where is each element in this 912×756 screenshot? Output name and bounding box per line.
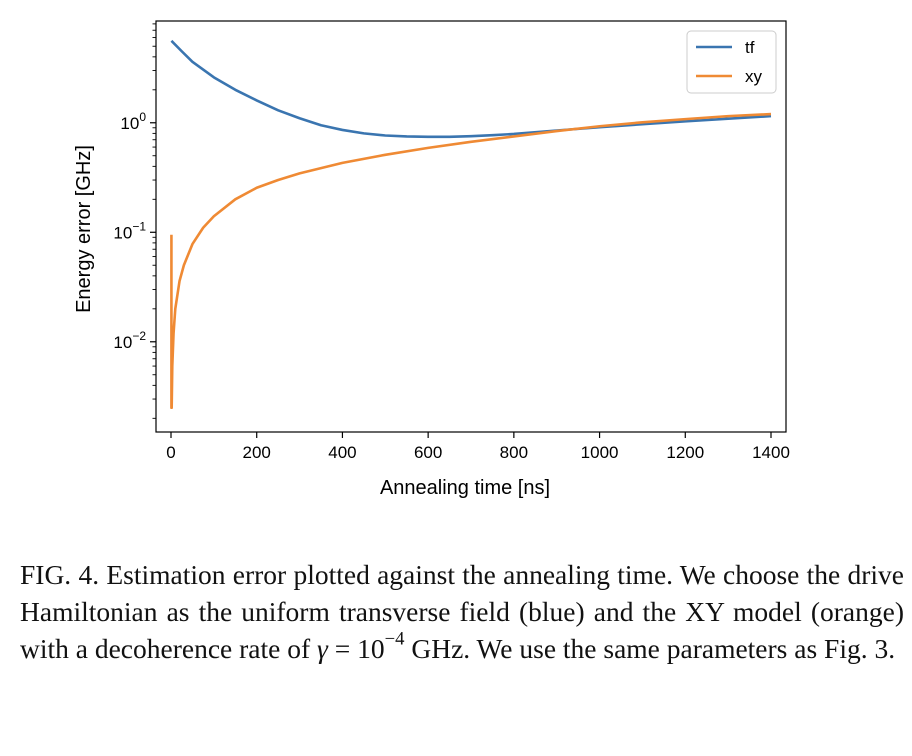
caption-text: FIG. 4. Estimation error plotted against…: [20, 559, 904, 664]
legend: tf xy: [686, 30, 777, 94]
x-tick-label: 1400: [752, 443, 790, 462]
legend-label-xy: xy: [745, 67, 763, 86]
x-tick-label: 800: [500, 443, 528, 462]
x-tick-label: 0: [166, 443, 175, 462]
y-axis: 100 10−1 10−2: [113, 23, 156, 419]
plot-border: [155, 20, 787, 433]
legend-label-tf: tf: [745, 38, 755, 57]
caption-equals: = 10: [327, 633, 385, 664]
plot-area: [155, 20, 787, 433]
x-tick-label: 400: [328, 443, 356, 462]
y-tick-label: 10−2: [113, 329, 146, 352]
series-layer: [170, 39, 772, 410]
chart: 0 200 400 600 800 1000 1200 1400 100 10−1 10−2 An…: [73, 20, 790, 499]
y-tick-label: 100: [120, 110, 146, 133]
y-axis-label: Energy error [GHz]: [73, 145, 95, 313]
x-tick-label: 600: [414, 443, 442, 462]
x-axis-label: Annealing time [ns]: [380, 477, 550, 499]
caption-exponent: −4: [384, 628, 405, 650]
caption-text-end: GHz. We use the same parameters as Fig. …: [404, 633, 896, 664]
legend-box: [686, 30, 777, 94]
x-tick-label: 200: [243, 443, 271, 462]
y-tick-label: 10−1: [113, 219, 146, 242]
series-line-xy: [170, 112, 772, 410]
x-axis: 0 200 400 600 800 1000 1200 1400: [166, 432, 790, 462]
figure-caption: FIG. 4. Estimation error plotted against…: [20, 556, 904, 667]
series-line-tf: [170, 39, 772, 139]
x-tick-label: 1000: [581, 443, 619, 462]
x-tick-label: 1200: [666, 443, 704, 462]
gamma-symbol: γ: [316, 633, 328, 664]
